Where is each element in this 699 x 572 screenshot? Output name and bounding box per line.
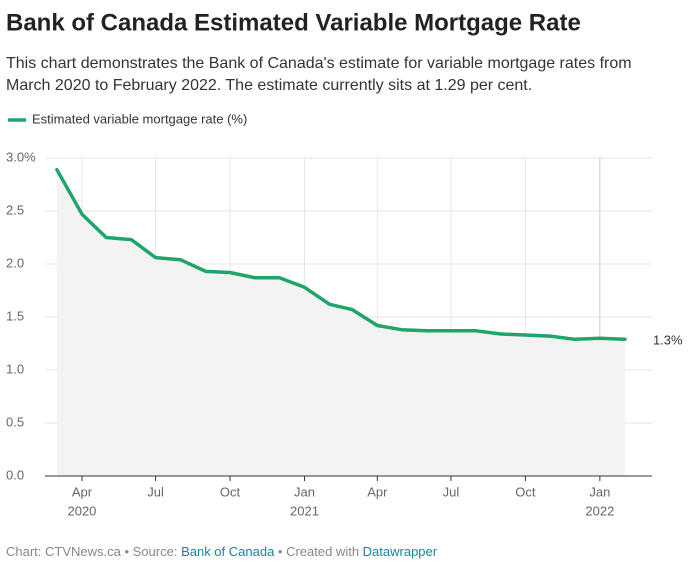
y-tick-label: 2.0: [6, 255, 24, 270]
x-year-label: 2021: [290, 503, 319, 518]
subtitle: March 2020 to February 2022. The estimat…: [6, 77, 532, 94]
legend-label: Estimated variable mortgage rate (%): [32, 111, 247, 126]
footer: Chart: CTVNews.ca • Source: Bank of Cana…: [6, 544, 438, 559]
y-tick-label: 3.0%: [6, 149, 36, 164]
x-year-label: 2020: [67, 503, 96, 518]
x-tick-label: Jul: [147, 484, 164, 499]
x-tick-label: Jan: [589, 484, 610, 499]
tool-link[interactable]: Datawrapper: [363, 544, 438, 559]
y-tick-label: 0.5: [6, 414, 24, 429]
y-tick-label: 1.0: [6, 361, 24, 376]
line: [55, 167, 627, 342]
source-link[interactable]: Bank of Canada: [181, 544, 275, 559]
y-tick-label: 2.5: [6, 202, 24, 217]
x-tick-label: Jul: [443, 484, 460, 499]
value-label: 1.3%: [653, 333, 683, 348]
chart-title: Bank of Canada Estimated Variable Mortga…: [6, 9, 581, 36]
x-tick-label: Apr: [72, 484, 93, 499]
y-tick-label: 1.5: [6, 308, 24, 323]
x-year-label: 2022: [585, 503, 614, 518]
x-tick-label: Jan: [294, 484, 315, 499]
x-tick-label: Oct: [220, 484, 241, 499]
area: [56, 169, 625, 476]
y-tick-label: 0.0: [6, 467, 24, 482]
footer-text: • Created with: [274, 544, 362, 559]
x-tick-label: Apr: [367, 484, 388, 499]
subtitle: This chart demonstrates the Bank of Cana…: [6, 55, 632, 72]
x-tick-label: Oct: [515, 484, 536, 499]
footer-text: Chart: CTVNews.ca • Source:: [6, 544, 181, 559]
